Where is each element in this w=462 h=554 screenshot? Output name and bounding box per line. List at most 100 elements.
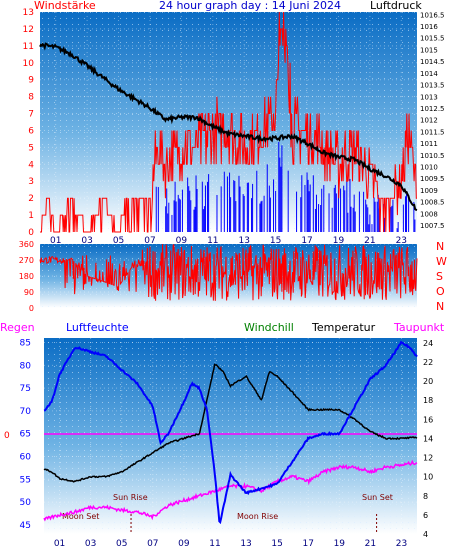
- pressure-tick-label: 1010.5: [420, 152, 445, 160]
- astro-label: Sun Set: [362, 493, 393, 502]
- wind-tick-label: 12: [23, 25, 34, 35]
- x-tick-label: 15: [270, 236, 281, 246]
- x-tick-label: 07: [144, 236, 155, 246]
- wind-tick-label: 4: [28, 160, 34, 170]
- wind-tick-label: 5: [28, 143, 34, 153]
- temperature-tick-label: 16: [423, 415, 433, 424]
- direction-y-ticks: 0 90 180 270 360: [19, 240, 34, 313]
- x-tick-label: 21: [365, 539, 376, 549]
- pressure-tick-label: 1012.5: [420, 105, 445, 113]
- pressure-tick-label: 1013: [420, 93, 438, 101]
- wind-tick-label: 11: [23, 42, 34, 52]
- pressure-tick-label: 1007.5: [420, 222, 445, 230]
- wind-tick-label: 10: [23, 59, 35, 69]
- panel1-x-ticks: 01 03 05 07 09 11 13 15 17 19 21 23: [50, 236, 407, 246]
- windchill-legend: Windchill: [244, 321, 294, 334]
- temperature-tick-label: 6: [423, 511, 428, 520]
- wind-tick-label: 3: [28, 177, 34, 187]
- pressure-tick-label: 1008.5: [420, 199, 445, 207]
- wind-tick-label: 7: [28, 110, 34, 120]
- wind-tick-label: 2: [28, 194, 34, 204]
- chart-title: 24 hour graph day : 14 Juni 2024: [159, 0, 341, 12]
- humidity-temperature-panel: Moon Set Sun Rise Moon Rise Sun Set 45 50 55 6…: [4, 338, 433, 549]
- astro-label: Moon Set: [62, 512, 99, 521]
- x-tick-label: 19: [333, 236, 345, 246]
- panel3-grid: [44, 338, 417, 534]
- temperature-tick-label: 10: [423, 473, 433, 482]
- wind-tick-label: 8: [28, 93, 34, 103]
- wind-gust-bars: [150, 142, 416, 232]
- pressure-tick-label: 1014.5: [420, 58, 445, 66]
- x-tick-label: 05: [113, 236, 124, 246]
- temperature-line: [43, 363, 418, 483]
- wind-tick-label: 13: [23, 8, 34, 18]
- pressure-axis-title: Luftdruck: [370, 0, 422, 12]
- x-tick-label: 15: [271, 539, 282, 549]
- compass-label: O: [436, 285, 445, 298]
- compass-label: N: [436, 240, 444, 253]
- x-tick-label: 21: [364, 236, 375, 246]
- pressure-tick-label: 1011.5: [420, 128, 445, 136]
- x-tick-label: 13: [240, 539, 251, 549]
- x-tick-label: 05: [116, 539, 127, 549]
- x-tick-label: 01: [54, 539, 65, 549]
- direction-tick-label: 270: [19, 256, 34, 265]
- direction-tick-label: 0: [29, 304, 34, 313]
- temperature-tick-label: 8: [423, 492, 428, 501]
- x-tick-label: 17: [301, 236, 312, 246]
- dewpoint-legend: Taupunkt: [393, 321, 445, 334]
- x-tick-label: 09: [176, 236, 188, 246]
- temperature-tick-label: 4: [423, 530, 428, 539]
- pressure-tick-label: 1012: [420, 117, 438, 125]
- wind-axis-title: Windstärke: [34, 0, 96, 12]
- x-tick-label: 17: [302, 539, 313, 549]
- humidity-tick-label: 60: [20, 453, 32, 463]
- x-tick-label: 07: [147, 539, 158, 549]
- humidity-tick-label: 65: [20, 430, 31, 440]
- x-tick-label: 03: [81, 236, 92, 246]
- x-tick-label: 23: [396, 539, 407, 549]
- pressure-tick-label: 1016.5: [420, 11, 445, 19]
- temperature-tick-label: 18: [423, 396, 433, 405]
- compass-label: N: [436, 300, 444, 313]
- x-tick-label: 11: [209, 539, 220, 549]
- panel3-lines: [43, 340, 418, 525]
- dewpoint-line: [43, 459, 418, 522]
- pressure-tick-label: 1010: [420, 163, 438, 171]
- humidity-tick-label: 80: [20, 361, 32, 371]
- pressure-tick-label: 1016: [420, 23, 438, 31]
- wind-direction-line: [39, 244, 418, 301]
- pressure-tick-label: 1015.5: [420, 35, 445, 43]
- wind-tick-label: 1: [28, 211, 34, 221]
- pressure-tick-label: 1014: [420, 70, 438, 78]
- temperature-tick-label: 20: [423, 377, 433, 386]
- direction-tick-label: 90: [24, 288, 34, 297]
- x-tick-label: 09: [178, 539, 190, 549]
- x-tick-label: 11: [207, 236, 218, 246]
- pressure-tick-label: 1009.5: [420, 175, 445, 183]
- x-tick-label: 23: [396, 236, 407, 246]
- humidity-axis-title: Luftfeuchte: [66, 321, 129, 334]
- wind-tick-label: 9: [28, 76, 34, 86]
- pressure-tick-label: 1015: [420, 46, 438, 54]
- panel3-dots: [44, 338, 417, 534]
- compass-label: S: [436, 270, 443, 283]
- humidity-tick-label: 50: [20, 498, 32, 508]
- x-tick-label: 03: [85, 539, 96, 549]
- humidity-tick-label: 75: [20, 384, 31, 394]
- wind-direction-line: [39, 244, 418, 301]
- x-tick-label: 01: [50, 236, 61, 246]
- humidity-tick-label: 45: [20, 521, 31, 531]
- x-tick-label: 19: [334, 539, 346, 549]
- temperature-tick-label: 12: [423, 454, 433, 463]
- compass-label: W: [436, 255, 447, 268]
- temperature-legend: Temperatur: [311, 321, 376, 334]
- panel3-x-ticks: 01 03 05 07 09 11 13 15 17 19 21 23: [54, 539, 407, 549]
- panel1-dots: [40, 12, 417, 232]
